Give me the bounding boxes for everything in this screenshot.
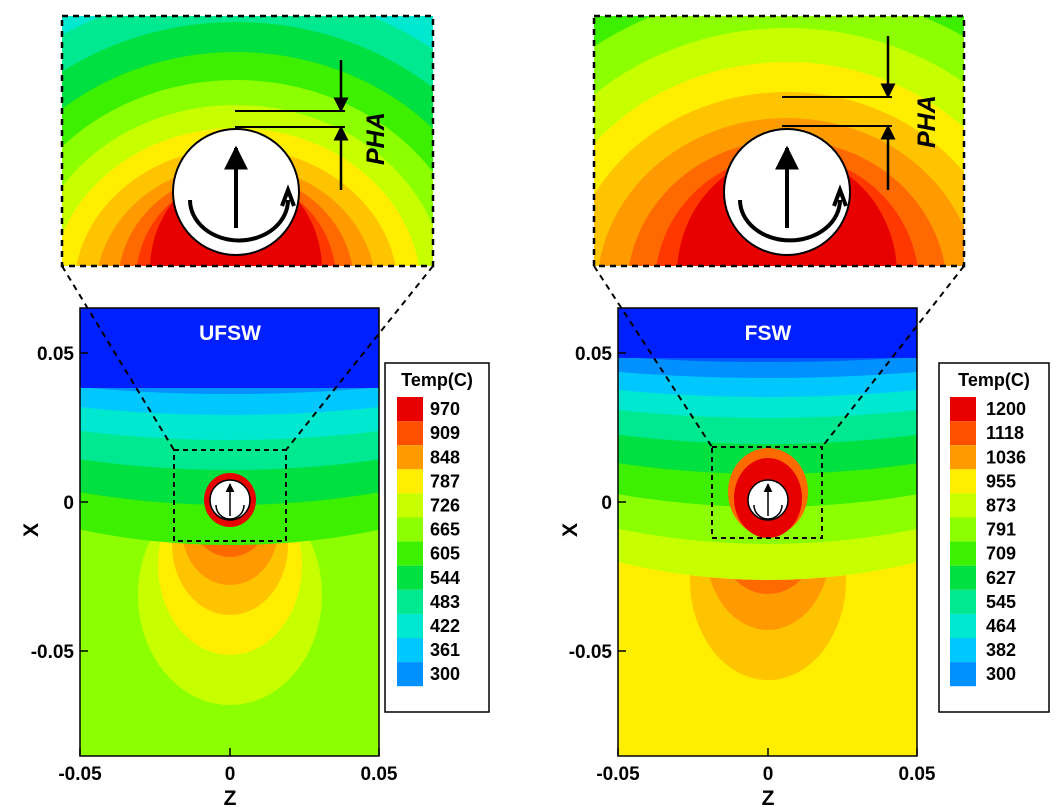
legend-label: 787 — [430, 471, 460, 491]
y-tick-label: -0.05 — [569, 642, 613, 663]
legend-title: Temp(C) — [401, 370, 473, 390]
legend-label: 970 — [430, 399, 460, 419]
legend-swatch — [950, 638, 976, 663]
legend-title: Temp(C) — [958, 370, 1030, 390]
legend-fsw: Temp(C) 1200 1118 1036 955 873 791 709 627 545 46… — [938, 362, 1050, 713]
chart-title: FSW — [745, 322, 792, 345]
legend-label: 605 — [430, 544, 460, 564]
y-axis: 0.05 0 -0.05 X — [20, 344, 88, 663]
y-axis: 0.05 0 -0.05 X — [559, 344, 626, 663]
x-tick-label: 0.05 — [899, 764, 936, 785]
legend-swatch — [397, 517, 423, 542]
y-tick-label: 0.05 — [575, 344, 612, 365]
legend-swatch — [950, 565, 976, 590]
legend-swatch — [950, 493, 976, 518]
x-axis: -0.05 0 0.05 Z — [596, 748, 936, 807]
x-axis-label: Z — [762, 787, 775, 807]
legend-swatch — [950, 613, 976, 638]
legend-swatch — [397, 469, 423, 494]
x-tick-label: 0 — [225, 764, 236, 785]
legend-label: 1118 — [986, 423, 1024, 443]
inset-fsw: PHA — [592, 14, 966, 268]
x-tick-label: -0.05 — [58, 764, 102, 785]
zoom-line — [61, 265, 175, 451]
legend-label: 791 — [986, 520, 1016, 540]
legend-swatch — [950, 469, 976, 494]
legend-label: 300 — [986, 664, 1016, 684]
legend-swatch — [397, 421, 423, 446]
legend-swatch — [950, 662, 976, 687]
x-tick-label: 0.05 — [361, 764, 398, 785]
legend-label: 545 — [986, 592, 1016, 612]
y-axis-label: X — [559, 523, 582, 537]
legend-swatch — [397, 541, 423, 566]
y-axis-label: X — [20, 523, 43, 537]
legend-label: 464 — [986, 616, 1016, 636]
legend-label: 483 — [430, 592, 460, 612]
legend-label: 627 — [986, 568, 1016, 588]
legend-label: 1200 — [986, 399, 1026, 419]
y-tick-label: 0 — [63, 493, 74, 514]
legend-label: 300 — [430, 664, 460, 684]
legend-swatch — [950, 445, 976, 470]
x-axis: -0.05 0 0.05 Z — [58, 748, 398, 807]
x-tick-label: 0 — [763, 764, 774, 785]
legend-label: 709 — [986, 544, 1016, 564]
legend-label: 873 — [986, 495, 1016, 515]
legend-swatch — [950, 589, 976, 614]
legend-label: 909 — [430, 423, 460, 443]
legend-swatch — [397, 493, 423, 518]
legend-label: 665 — [430, 520, 460, 540]
pha-label: PHA — [362, 112, 390, 165]
legend-label: 382 — [986, 640, 1016, 660]
legend-label: 848 — [430, 447, 460, 467]
plot-area-ufsw — [80, 308, 379, 756]
pha-label: PHA — [913, 95, 941, 148]
chart-title: UFSW — [199, 322, 261, 345]
x-axis-label: Z — [224, 787, 237, 807]
legend-swatch — [397, 397, 423, 422]
x-tick-label: -0.05 — [596, 764, 640, 785]
zoom-box — [173, 449, 287, 542]
chart-fsw: FSW 0.05 0 -0.05 X -0.05 0 0.05 Z Temp(C… — [559, 14, 1050, 807]
legend-label: 544 — [430, 568, 460, 588]
legend-ufsw: Temp(C) 970 909 848 787 726 665 605 544 483 422 36… — [384, 362, 490, 713]
legend-swatch — [950, 541, 976, 566]
y-tick-label: 0 — [601, 493, 612, 514]
legend-swatch — [397, 662, 423, 687]
legend-label: 726 — [430, 495, 460, 515]
inset-ufsw: PHA — [60, 14, 435, 268]
legend-swatch — [397, 613, 423, 638]
legend-swatch — [397, 638, 423, 663]
plot-area-fsw — [618, 308, 917, 756]
y-tick-label: 0.05 — [37, 344, 74, 365]
legend-label: 1036 — [986, 447, 1026, 467]
legend-swatch — [950, 397, 976, 422]
chart-ufsw: UFSW 0.05 0 -0.05 X -0.05 0 0.05 Z Temp(… — [20, 14, 490, 807]
legend-swatch — [397, 565, 423, 590]
legend-swatch — [950, 517, 976, 542]
legend-swatch — [950, 421, 976, 446]
legend-swatch — [397, 589, 423, 614]
y-tick-label: -0.05 — [31, 642, 75, 663]
legend-label: 422 — [430, 616, 460, 636]
legend-swatch — [397, 445, 423, 470]
legend-label: 361 — [430, 640, 460, 660]
legend-label: 955 — [986, 471, 1016, 491]
